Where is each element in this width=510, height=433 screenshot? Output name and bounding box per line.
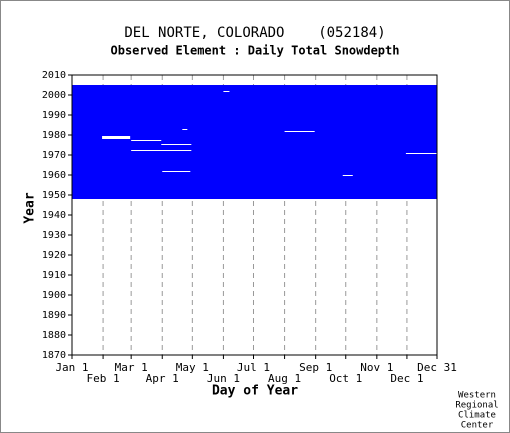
missing-block xyxy=(162,171,191,172)
missing-block xyxy=(131,140,162,141)
y-tick-label: 1930 xyxy=(42,230,66,241)
missing-block xyxy=(102,136,131,139)
x-tick-label: Nov 1 xyxy=(360,361,393,374)
credit-line: Western xyxy=(458,391,496,401)
y-tick-label: 1870 xyxy=(42,350,66,361)
missing-block xyxy=(182,129,188,130)
y-tick-label: 1980 xyxy=(42,130,66,141)
chart-subtitle: Observed Element : Daily Total Snowdepth xyxy=(111,44,400,58)
y-tick-label: 1900 xyxy=(42,290,66,301)
y-tick-label: 1890 xyxy=(42,310,66,321)
y-tick-label: 1970 xyxy=(42,150,66,161)
plot-border xyxy=(71,74,438,356)
x-tick-label: Dec 31 xyxy=(417,361,457,374)
y-tick-label: 1990 xyxy=(42,110,66,121)
x-tick-label: Jan 1 xyxy=(55,361,88,374)
y-tick-label: 1920 xyxy=(42,250,66,261)
x-tick-label: Oct 1 xyxy=(329,372,362,385)
x-tick-label: Mar 1 xyxy=(115,361,148,374)
credit-line: Center xyxy=(461,421,494,431)
y-tick-label: 1910 xyxy=(42,270,66,281)
x-axis-label: Day of Year xyxy=(212,384,298,399)
x-tick-label: Aug 1 xyxy=(268,372,301,385)
x-tick-label: Apr 1 xyxy=(146,372,179,385)
missing-block xyxy=(161,144,192,145)
y-tick-label: 1940 xyxy=(42,210,66,221)
y-tick-label: 1960 xyxy=(42,170,66,181)
chart-title: DEL NORTE, COLORADO (052184) xyxy=(124,25,385,41)
y-tick-label: 1880 xyxy=(42,330,66,341)
credit-line: Climate xyxy=(458,411,496,421)
missing-block xyxy=(405,153,437,154)
missing-block xyxy=(131,150,192,151)
y-tick-label: 2000 xyxy=(42,90,66,101)
x-tick-label: May 1 xyxy=(176,361,209,374)
x-tick-label: Dec 1 xyxy=(390,372,423,385)
credit-line: Regional xyxy=(455,401,498,411)
y-tick-label: 2010 xyxy=(42,70,66,81)
y-tick-label: 1950 xyxy=(42,190,66,201)
x-tick-label: Feb 1 xyxy=(87,372,120,385)
record-block xyxy=(72,85,437,199)
y-axis-label: Year xyxy=(23,192,38,223)
missing-block xyxy=(284,131,315,132)
missing-block xyxy=(223,91,230,92)
x-tick-label: Sep 1 xyxy=(299,361,332,374)
missing-block xyxy=(342,175,353,176)
x-tick-label: Jun 1 xyxy=(207,372,240,385)
x-tick-label: Jul 1 xyxy=(237,361,270,374)
